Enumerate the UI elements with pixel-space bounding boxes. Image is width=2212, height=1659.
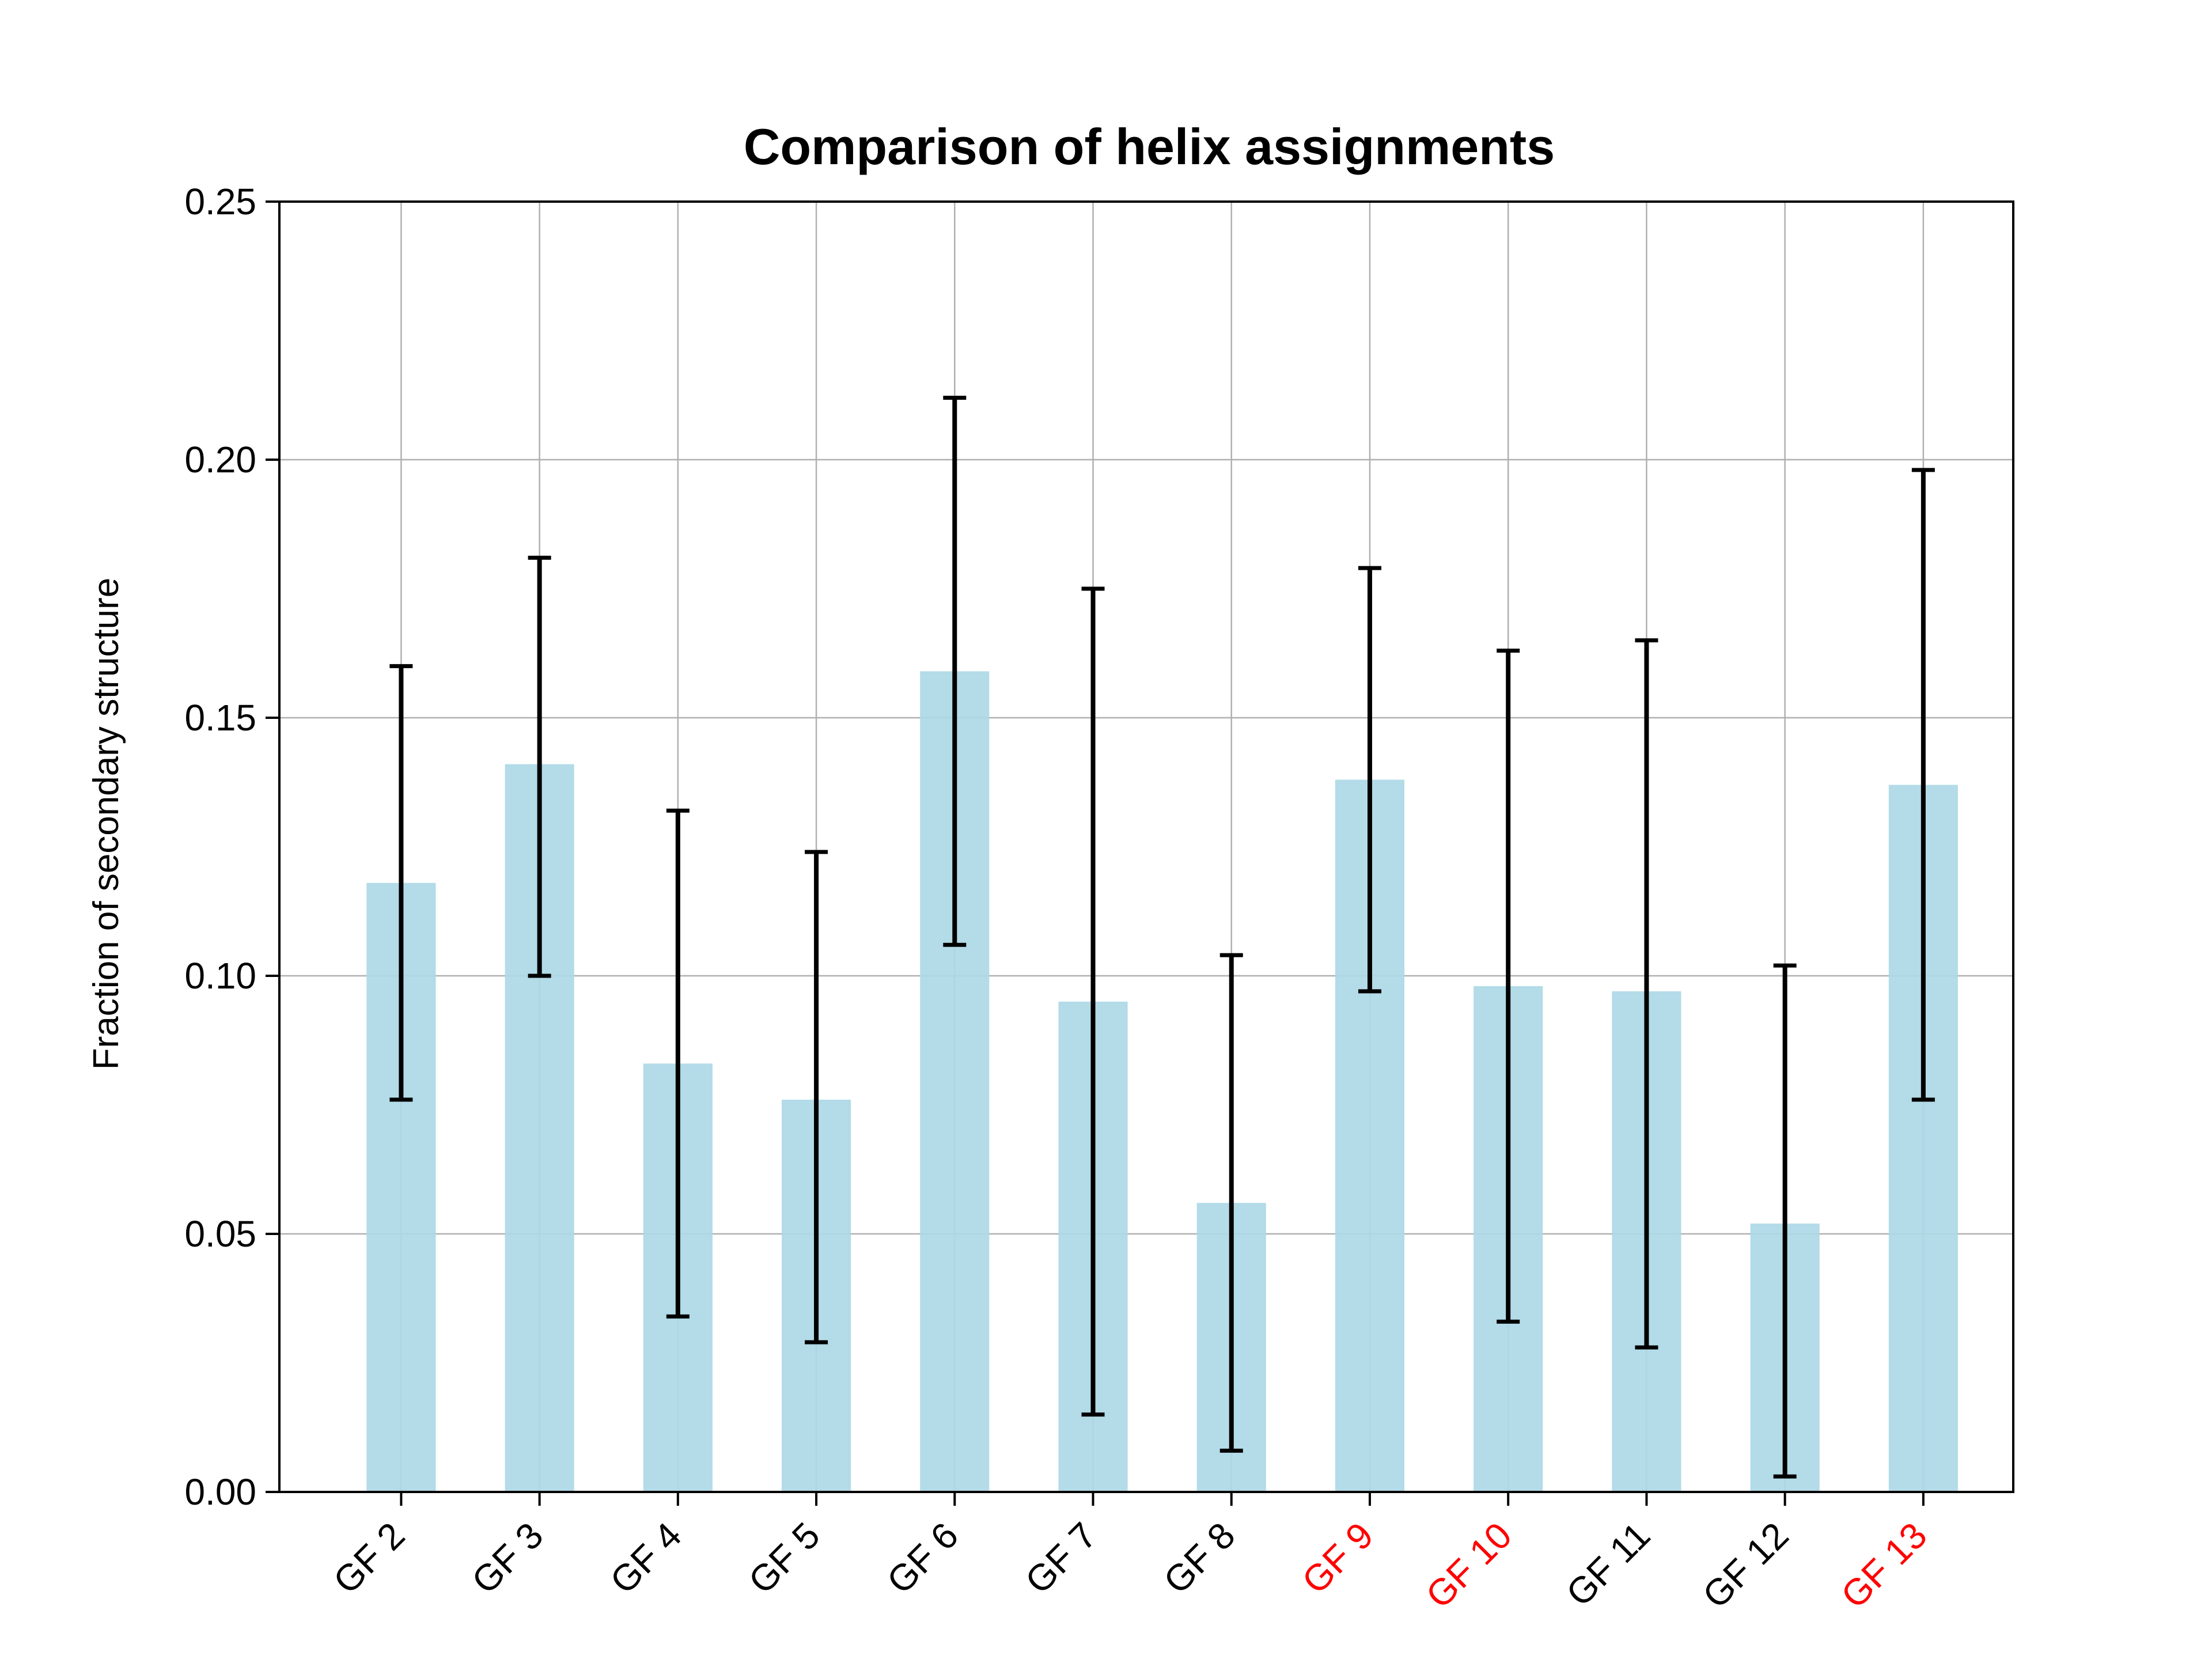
x-tick-label: GF 3 <box>464 1514 551 1601</box>
plot-frame <box>278 200 2014 1493</box>
error-bars <box>389 395 1935 1479</box>
x-tick-label: GF 10 <box>1418 1514 1520 1616</box>
x-tick-label: GF 8 <box>1156 1514 1243 1601</box>
y-tick-label: 0.25 <box>184 181 256 222</box>
x-tick-label: GF 11 <box>1558 1514 1658 1614</box>
x-tick-label: GF 9 <box>1294 1514 1381 1601</box>
y-tick-label: 0.00 <box>184 1471 256 1513</box>
x-tick-label: GF 4 <box>602 1514 689 1601</box>
y-tick-label: 0.05 <box>184 1213 256 1255</box>
x-tick-label: GF 13 <box>1833 1514 1935 1616</box>
x-tick-label: GF 6 <box>879 1514 966 1601</box>
chart-title: Comparison of helix assignments <box>744 118 1555 175</box>
x-tick-label: GF 7 <box>1017 1514 1104 1601</box>
y-tick-label: 0.20 <box>184 439 256 480</box>
x-tick-label: GF 12 <box>1695 1514 1797 1616</box>
y-tick-label: 0.10 <box>184 955 256 997</box>
bars <box>366 671 1958 1492</box>
x-tick-label: GF 5 <box>740 1514 827 1601</box>
y-tick-label: 0.15 <box>184 697 256 738</box>
y-axis-label: Fraction of secondary structure <box>86 578 126 1070</box>
x-tick-label: GF 2 <box>325 1514 412 1601</box>
